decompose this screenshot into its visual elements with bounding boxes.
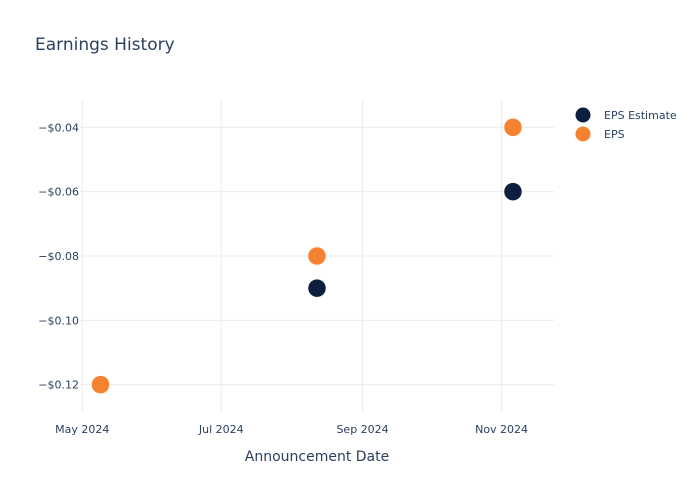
legend-label: EPS	[604, 128, 625, 141]
y-tick-label: −$0.06	[38, 186, 79, 199]
chart-title: Earnings History	[35, 35, 175, 55]
eps-estimate-point[interactable]	[503, 182, 523, 201]
legend-marker	[575, 107, 591, 123]
x-tick-label: Nov 2024	[475, 423, 528, 436]
grid-lines	[80, 100, 554, 412]
eps-point[interactable]	[503, 118, 523, 137]
data-points	[91, 118, 523, 394]
x-tick-label: May 2024	[55, 423, 109, 436]
y-tick-label: −$0.04	[38, 121, 79, 134]
legend-item-eps[interactable]: EPS	[575, 126, 625, 142]
x-axis-ticks: May 2024 Jul 2024 Sep 2024 Nov 2024	[55, 423, 528, 436]
y-tick-label: −$0.12	[38, 379, 79, 392]
legend-label: EPS Estimate	[604, 109, 677, 122]
eps-point[interactable]	[307, 246, 327, 266]
eps-estimate-point[interactable]	[307, 278, 327, 298]
eps-point[interactable]	[91, 375, 110, 394]
x-tick-label: Sep 2024	[336, 423, 388, 436]
x-axis-title: Announcement Date	[245, 449, 389, 465]
y-tick-label: −$0.08	[38, 250, 79, 263]
x-tick-label: Jul 2024	[198, 423, 244, 436]
legend[interactable]: EPS Estimate EPS	[575, 107, 677, 142]
legend-marker	[575, 126, 591, 142]
y-tick-label: −$0.10	[38, 314, 79, 327]
legend-item-eps-estimate[interactable]: EPS Estimate	[575, 107, 677, 123]
y-axis-ticks: −$0.12 −$0.10 −$0.08 −$0.06 −$0.04	[38, 121, 79, 391]
